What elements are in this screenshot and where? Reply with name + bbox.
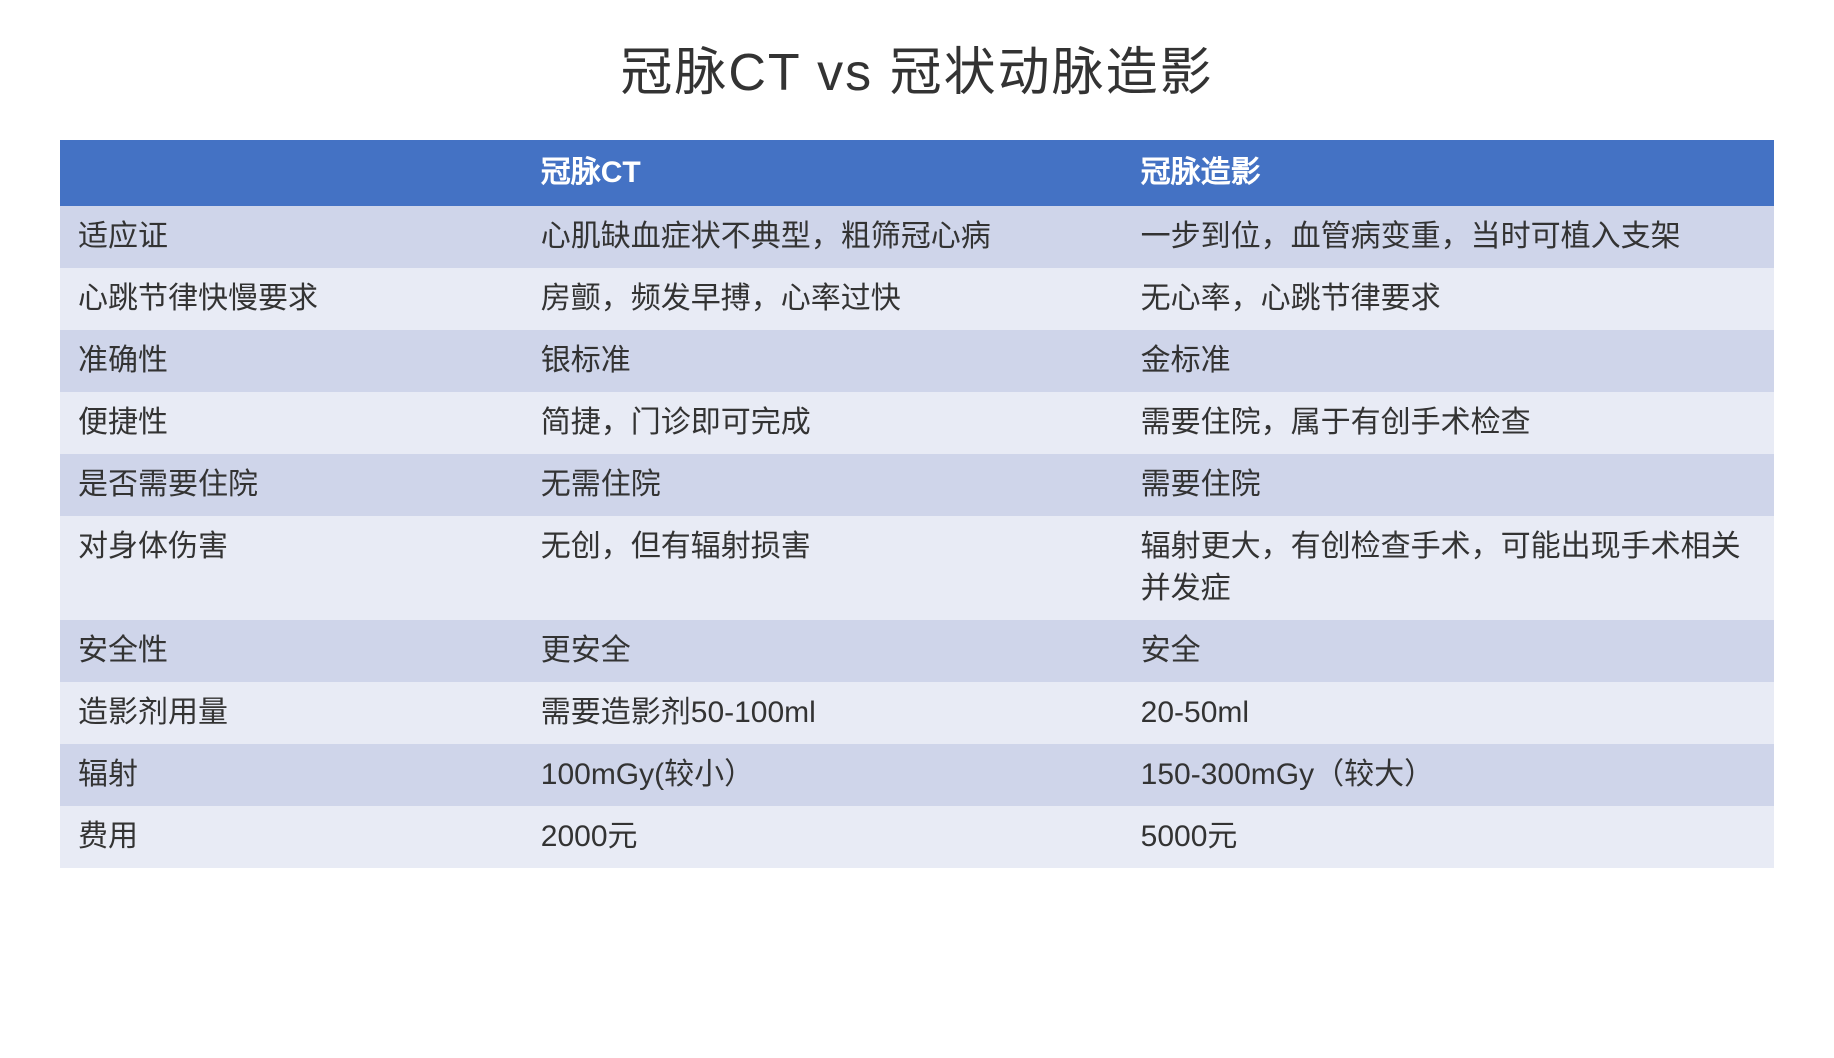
row-label: 费用 (60, 806, 523, 868)
header-empty (60, 140, 523, 206)
row-label: 是否需要住院 (60, 454, 523, 516)
header-ct: 冠脉CT (523, 140, 1123, 206)
row-label: 适应证 (60, 206, 523, 268)
row-label: 辐射 (60, 744, 523, 806)
table-row: 费用 2000元 5000元 (60, 806, 1774, 868)
row-ct-value: 100mGy(较小） (523, 744, 1123, 806)
table-row: 心跳节律快慢要求 房颤，频发早搏，心率过快 无心率，心跳节律要求 (60, 268, 1774, 330)
table-row: 便捷性 简捷，门诊即可完成 需要住院，属于有创手术检查 (60, 392, 1774, 454)
row-angio-value: 辐射更大，有创检查手术，可能出现手术相关并发症 (1123, 516, 1774, 620)
row-angio-value: 一步到位，血管病变重，当时可植入支架 (1123, 206, 1774, 268)
row-label: 对身体伤害 (60, 516, 523, 620)
table-row: 准确性 银标准 金标准 (60, 330, 1774, 392)
row-angio-value: 无心率，心跳节律要求 (1123, 268, 1774, 330)
row-angio-value: 150-300mGy（较大） (1123, 744, 1774, 806)
table-header-row: 冠脉CT 冠脉造影 (60, 140, 1774, 206)
row-ct-value: 2000元 (523, 806, 1123, 868)
row-label: 心跳节律快慢要求 (60, 268, 523, 330)
row-label: 准确性 (60, 330, 523, 392)
header-angio: 冠脉造影 (1123, 140, 1774, 206)
row-ct-value: 房颤，频发早搏，心率过快 (523, 268, 1123, 330)
row-angio-value: 安全 (1123, 620, 1774, 682)
table-row: 造影剂用量 需要造影剂50-100ml 20-50ml (60, 682, 1774, 744)
row-angio-value: 5000元 (1123, 806, 1774, 868)
row-angio-value: 需要住院，属于有创手术检查 (1123, 392, 1774, 454)
table-row: 是否需要住院 无需住院 需要住院 (60, 454, 1774, 516)
row-label: 安全性 (60, 620, 523, 682)
comparison-table: 冠脉CT 冠脉造影 适应证 心肌缺血症状不典型，粗筛冠心病 一步到位，血管病变重… (60, 140, 1774, 868)
row-ct-value: 更安全 (523, 620, 1123, 682)
row-ct-value: 心肌缺血症状不典型，粗筛冠心病 (523, 206, 1123, 268)
row-ct-value: 无需住院 (523, 454, 1123, 516)
row-ct-value: 无创，但有辐射损害 (523, 516, 1123, 620)
row-angio-value: 金标准 (1123, 330, 1774, 392)
row-ct-value: 需要造影剂50-100ml (523, 682, 1123, 744)
row-angio-value: 20-50ml (1123, 682, 1774, 744)
table-row: 辐射 100mGy(较小） 150-300mGy（较大） (60, 744, 1774, 806)
table-row: 适应证 心肌缺血症状不典型，粗筛冠心病 一步到位，血管病变重，当时可植入支架 (60, 206, 1774, 268)
page-title: 冠脉CT vs 冠状动脉造影 (60, 30, 1774, 105)
row-label: 造影剂用量 (60, 682, 523, 744)
row-ct-value: 简捷，门诊即可完成 (523, 392, 1123, 454)
table-row: 安全性 更安全 安全 (60, 620, 1774, 682)
row-angio-value: 需要住院 (1123, 454, 1774, 516)
table-row: 对身体伤害 无创，但有辐射损害 辐射更大，有创检查手术，可能出现手术相关并发症 (60, 516, 1774, 620)
row-ct-value: 银标准 (523, 330, 1123, 392)
row-label: 便捷性 (60, 392, 523, 454)
